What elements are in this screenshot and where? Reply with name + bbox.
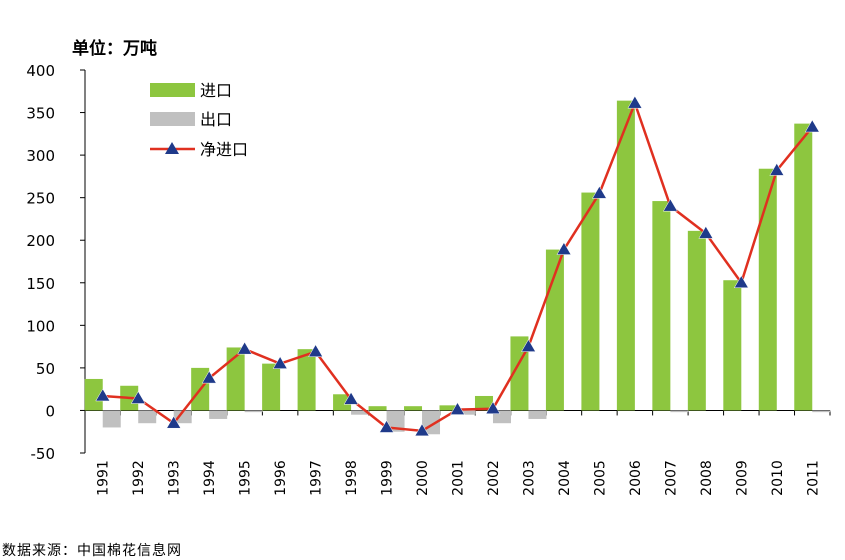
net-import-marker (662, 198, 678, 212)
net-import-marker (485, 401, 501, 414)
y-tick-label: 0 (45, 402, 55, 420)
export-bar (102, 410, 121, 428)
x-tick-label: 1997 (309, 460, 325, 496)
net-import-marker (237, 341, 253, 355)
import-bar (262, 363, 281, 411)
net-import-marker (804, 119, 820, 133)
import-bar (723, 280, 742, 411)
y-tick-label: 400 (26, 62, 55, 80)
export-bar (173, 410, 192, 424)
export-bar (812, 410, 831, 413)
import-bar (687, 230, 706, 411)
x-tick-label: 1998 (344, 460, 360, 496)
x-tick-label: 2003 (521, 460, 537, 496)
export-bar (670, 410, 689, 413)
x-tick-label: 1993 (167, 460, 183, 496)
export-bar (244, 410, 263, 413)
net-import-marker (591, 185, 607, 199)
x-tick-label: 1994 (202, 460, 218, 496)
y-tick-label: 150 (26, 275, 55, 293)
export-bar (138, 410, 157, 424)
legend-marker-net (165, 142, 179, 154)
y-tick-label: 100 (26, 317, 55, 335)
net-import-marker (556, 242, 572, 255)
net-import-marker (521, 339, 536, 352)
x-tick-label: 2011 (805, 460, 821, 496)
import-bar (333, 394, 352, 411)
x-tick-label: 2004 (557, 460, 573, 496)
net-import-marker (698, 225, 714, 239)
legend-label: 进口 (200, 81, 232, 100)
net-import-marker (95, 388, 111, 402)
export-bar (351, 410, 370, 415)
y-tick-label: 350 (26, 105, 55, 123)
export-bar (386, 410, 405, 432)
x-tick-label: 2002 (486, 460, 502, 496)
net-import-marker (627, 95, 643, 109)
legend-label: 净进口 (200, 140, 248, 159)
y-tick-label: 250 (26, 190, 55, 208)
x-tick-label: 2006 (628, 460, 644, 496)
x-tick-label: 2000 (415, 460, 431, 496)
export-bar (528, 410, 547, 419)
net-import-line (95, 95, 820, 437)
import-bar (297, 349, 316, 411)
net-import-marker (450, 402, 465, 415)
import-bar (758, 168, 777, 411)
x-tick-label: 1999 (380, 460, 396, 496)
x-tick-label: 1995 (238, 460, 254, 496)
import-bar (616, 100, 635, 411)
x-tick-label: 2005 (592, 460, 608, 496)
import-bar (404, 406, 423, 411)
net-import-marker (201, 370, 217, 384)
import-bar (794, 123, 813, 411)
x-tick-label: 2009 (734, 460, 750, 496)
bars (84, 100, 831, 435)
x-tick-label: 2008 (699, 460, 715, 496)
import-bar (368, 406, 387, 411)
import-bar (474, 395, 493, 411)
x-tick-label: 2001 (451, 460, 467, 496)
legend-swatch-import (150, 83, 195, 97)
x-tick-label: 2007 (663, 460, 679, 496)
import-bar (226, 347, 245, 411)
net-import-marker (166, 415, 182, 429)
net-import-marker (130, 391, 146, 404)
y-tick-label: -50 (31, 445, 56, 463)
net-import-marker (343, 391, 359, 405)
source-note: 数据来源：中国棉花信息网 (2, 543, 182, 559)
export-bar (457, 410, 476, 415)
net-import-marker (769, 162, 785, 176)
net-import-marker (272, 356, 288, 369)
y-tick-label: 50 (36, 360, 55, 378)
x-tick-label: 2010 (770, 460, 786, 496)
net-import-marker (308, 344, 324, 357)
net-import-marker (733, 275, 749, 289)
export-bar (209, 410, 228, 419)
legend-swatch-export (150, 112, 195, 126)
y-tick-label: 300 (26, 147, 55, 165)
unit-label: 单位：万吨 (72, 39, 157, 59)
x-tick-label: 1992 (131, 460, 147, 496)
import-bar (439, 405, 458, 411)
net-import-marker (414, 423, 430, 437)
import-bar (84, 378, 103, 411)
x-tick-label: 1991 (96, 460, 112, 496)
import-bar (581, 192, 600, 411)
net-import-marker (379, 419, 394, 433)
import-bar (652, 201, 671, 411)
x-tick-label: 1996 (273, 460, 289, 496)
y-tick-label: 200 (26, 232, 55, 250)
legend-label: 出口 (200, 110, 232, 129)
